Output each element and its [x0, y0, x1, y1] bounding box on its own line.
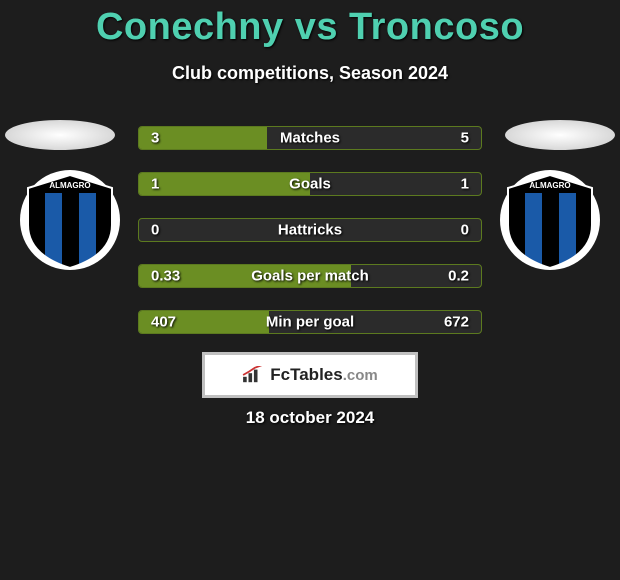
stat-right-value: 0	[461, 222, 469, 239]
stat-left-value: 0.33	[151, 268, 180, 285]
club-badge-right: ALMAGRO	[500, 170, 600, 270]
svg-text:ALMAGRO: ALMAGRO	[529, 181, 570, 190]
stat-label: Hattricks	[278, 222, 342, 239]
stat-label: Matches	[280, 130, 340, 147]
stat-bar-fill	[139, 173, 310, 195]
player-portrait-placeholder-left	[5, 120, 115, 150]
page-title: Conechny vs Troncoso	[0, 0, 620, 49]
logo-text: FcTables.com	[270, 365, 377, 385]
stat-bar: 1 Goals 1	[138, 172, 482, 196]
stat-left-value: 3	[151, 130, 159, 147]
stat-bar: 0.33 Goals per match 0.2	[138, 264, 482, 288]
date-caption: 18 october 2024	[0, 408, 620, 428]
stat-label: Min per goal	[266, 314, 354, 331]
stat-label: Goals per match	[251, 268, 369, 285]
stat-left-value: 407	[151, 314, 176, 331]
stat-bar: 0 Hattricks 0	[138, 218, 482, 242]
fctables-logo: FcTables.com	[202, 352, 418, 398]
stat-left-value: 0	[151, 222, 159, 239]
stat-right-value: 5	[461, 130, 469, 147]
stat-bar: 407 Min per goal 672	[138, 310, 482, 334]
club-badge-left: ALMAGRO	[20, 170, 120, 270]
bar-chart-icon	[242, 366, 264, 384]
stat-right-value: 0.2	[448, 268, 469, 285]
stat-left-value: 1	[151, 176, 159, 193]
stat-bar-list: 3 Matches 5 1 Goals 1 0 Hattricks 0 0.33 Goals per…	[138, 126, 482, 356]
page-subtitle: Club competitions, Season 2024	[0, 63, 620, 84]
stat-bar: 3 Matches 5	[138, 126, 482, 150]
stat-right-value: 672	[444, 314, 469, 331]
svg-text:ALMAGRO: ALMAGRO	[49, 181, 90, 190]
player-portrait-placeholder-right	[505, 120, 615, 150]
stat-right-value: 1	[461, 176, 469, 193]
stat-label: Goals	[289, 176, 331, 193]
